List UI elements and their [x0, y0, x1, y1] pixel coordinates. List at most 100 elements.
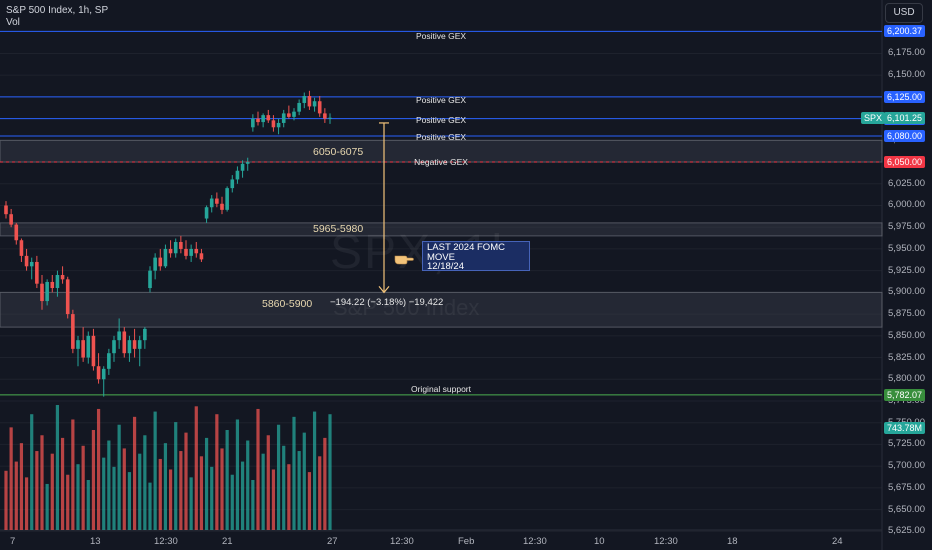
candle-63 [328, 113, 332, 124]
volume-bar-11 [60, 437, 65, 530]
volume-bar-54 [282, 445, 286, 530]
candle-body-24 [127, 340, 132, 354]
volume-bar-41 [215, 414, 219, 530]
volume-bar-2 [14, 461, 18, 530]
candle-30 [158, 248, 163, 271]
candle-body-41 [215, 198, 219, 204]
y-tick-label-9: 5,950.00 [888, 242, 925, 254]
volume-bar-29 [153, 411, 157, 530]
candle-10 [55, 270, 60, 297]
candle-6 [35, 255, 39, 289]
volume-bar-44 [230, 474, 234, 530]
candle-15 [81, 327, 85, 362]
annotation-line-1: LAST 2024 FOMC [427, 242, 505, 253]
candle-body-10 [55, 275, 60, 289]
annotation-line-2: MOVE [427, 251, 455, 263]
candle-44 [230, 175, 235, 193]
candle-body-14 [76, 340, 80, 349]
gex-label-6125: Positive GEX [415, 95, 467, 105]
candle-25 [132, 328, 137, 358]
volume-bar-32 [168, 469, 173, 530]
volume-bar-38 [199, 456, 204, 530]
candle-body-8 [45, 281, 49, 302]
volume-bar-13 [71, 419, 75, 530]
candle-60 [312, 97, 317, 112]
candle-body-40 [209, 198, 214, 208]
volume-bar-1 [9, 427, 13, 530]
price-tag-5: 5,782.07 [884, 388, 926, 401]
candle-body-11 [60, 275, 65, 280]
volume-bar-46 [240, 461, 245, 530]
y-tick-label-1: 6,150.00 [888, 69, 925, 81]
candle-42 [220, 196, 224, 215]
volume-bar-59 [307, 472, 312, 530]
volume-bar-39 [204, 437, 209, 530]
candle-23 [122, 327, 127, 358]
candle-35 [184, 240, 188, 260]
candle-body-50 [261, 115, 265, 123]
candle-body-39 [204, 207, 209, 219]
candle-body-38 [199, 253, 204, 260]
x-tick-label-6: Feb [458, 536, 475, 547]
candle-body-18 [96, 366, 101, 380]
volume-bar-53 [276, 424, 281, 530]
x-tick-label-2: 12:30 [154, 536, 178, 547]
volume-bar-24 [127, 472, 132, 530]
candle-62 [323, 108, 327, 123]
volume-bar-22 [117, 424, 121, 530]
volume-bar-31 [163, 443, 168, 530]
zone-label-5860-5900: 5860-5900 [262, 298, 313, 310]
volume-bar-49 [256, 408, 260, 530]
candle-11 [60, 266, 65, 284]
x-tick-label-4: 27 [327, 536, 338, 547]
candle-9 [50, 275, 55, 293]
candle-body-45 [235, 170, 240, 180]
candle-20 [107, 348, 111, 375]
volume-bar-36 [189, 477, 193, 530]
candle-body-47 [245, 162, 250, 164]
candle-body-15 [81, 340, 85, 358]
volume-bar-21 [112, 466, 116, 530]
candle-body-4 [24, 255, 29, 267]
candle-40 [209, 195, 214, 213]
candle-body-56 [292, 111, 296, 117]
volume-bar-8 [45, 483, 49, 530]
candle-body-58 [302, 96, 307, 103]
candle-body-30 [158, 257, 163, 267]
candle-body-37 [194, 248, 199, 254]
volume-bar-61 [318, 456, 322, 530]
zone-label-5965-5980: 5965-5980 [313, 223, 364, 235]
candle-body-33 [173, 241, 178, 254]
x-tick-label-5: 12:30 [390, 536, 414, 547]
candle-54 [281, 109, 286, 128]
x-tick-label-11: 24 [832, 536, 843, 547]
measure-readout: −194.22 (−3.18%) −19,422 [330, 297, 444, 308]
price-tag-4: 6,050.00 [884, 156, 926, 169]
candle-body-22 [117, 331, 121, 341]
candle-34 [179, 235, 183, 254]
currency-button[interactable]: USD [885, 3, 923, 23]
candle-53 [276, 118, 281, 135]
candle-body-32 [168, 248, 173, 254]
volume-bar-37 [194, 406, 198, 530]
candle-body-31 [163, 248, 168, 267]
candle-body-7 [40, 283, 44, 302]
candle-body-12 [65, 279, 70, 315]
candle-22 [117, 318, 121, 349]
candle-46 [240, 160, 245, 178]
gex-label-6200: Positive GEX [415, 31, 467, 41]
volume-bar-26 [138, 453, 142, 530]
watermark-name: S&P 500 Index [333, 295, 480, 320]
volume-bar-57 [297, 451, 301, 530]
candle-body-57 [297, 102, 301, 112]
candle-body-27 [143, 328, 147, 341]
candle-body-60 [312, 101, 317, 107]
current-price-tag: 6,101.25 [884, 111, 926, 124]
fomc-annotation[interactable]: LAST 2024 FOMC MOVE 12/18/24 [422, 241, 530, 271]
support-label: Original support [410, 384, 472, 394]
candle-56 [292, 108, 296, 121]
candle-29 [153, 253, 157, 280]
candle-27 [143, 327, 147, 349]
candle-52 [271, 115, 276, 132]
